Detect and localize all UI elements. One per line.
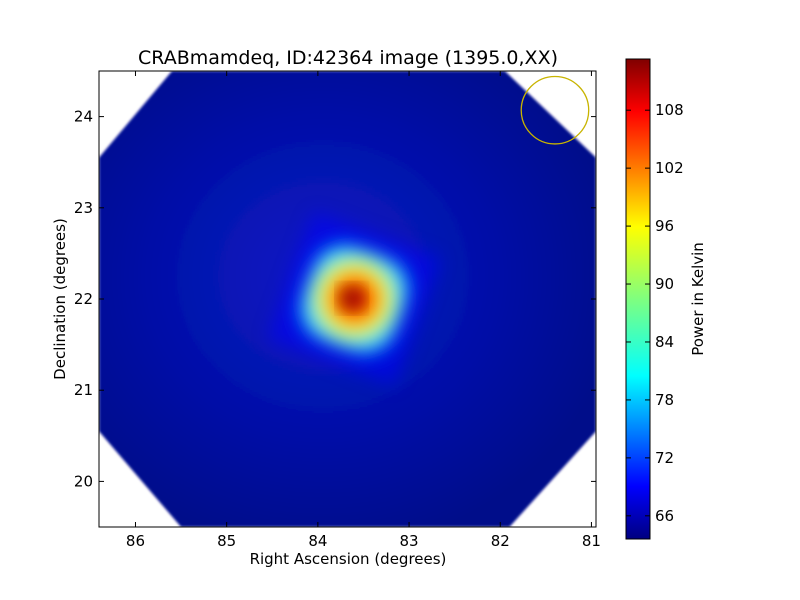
y-tick-label: 24 xyxy=(74,108,93,126)
x-axis-label: Right Ascension (degrees) xyxy=(250,550,447,568)
y-axis-ticks: 20 21 22 23 24 xyxy=(74,108,596,490)
y-tick-label: 20 xyxy=(74,472,93,490)
x-axis-ticks: 86 85 84 83 82 81 xyxy=(126,71,601,550)
colorbar-tick-label: 84 xyxy=(655,333,674,351)
plot-area xyxy=(99,71,596,527)
colorbar-label: Power in Kelvin xyxy=(689,242,707,356)
y-tick-label: 21 xyxy=(74,381,93,399)
colorbar-tick-label: 108 xyxy=(655,101,684,119)
colorbar-tick-label: 102 xyxy=(655,159,684,177)
colorbar-tick-label: 78 xyxy=(655,391,674,409)
x-tick-label: 86 xyxy=(126,532,145,550)
colorbar-tick-label: 72 xyxy=(655,449,674,467)
y-axis-label: Declination (degrees) xyxy=(51,218,69,380)
x-tick-label: 85 xyxy=(217,532,236,550)
x-tick-label: 81 xyxy=(582,532,601,550)
chart-title: CRABmamdeq, ID:42364 image (1395.0,XX) xyxy=(138,47,558,69)
beam-circle xyxy=(520,75,590,145)
x-tick-label: 83 xyxy=(400,532,419,550)
colorbar-tick-label: 90 xyxy=(655,275,674,293)
x-tick-label: 82 xyxy=(491,532,510,550)
colorbar-tick-label: 96 xyxy=(655,217,674,235)
y-tick-label: 23 xyxy=(74,199,93,217)
y-tick-label: 22 xyxy=(74,290,93,308)
peak-marker xyxy=(340,287,363,310)
colorbar xyxy=(625,58,651,540)
x-tick-label: 84 xyxy=(308,532,327,550)
colorbar-tick-label: 66 xyxy=(655,507,674,525)
colorbar-ticks: 66 72 78 84 90 96 102 108 xyxy=(626,101,684,525)
